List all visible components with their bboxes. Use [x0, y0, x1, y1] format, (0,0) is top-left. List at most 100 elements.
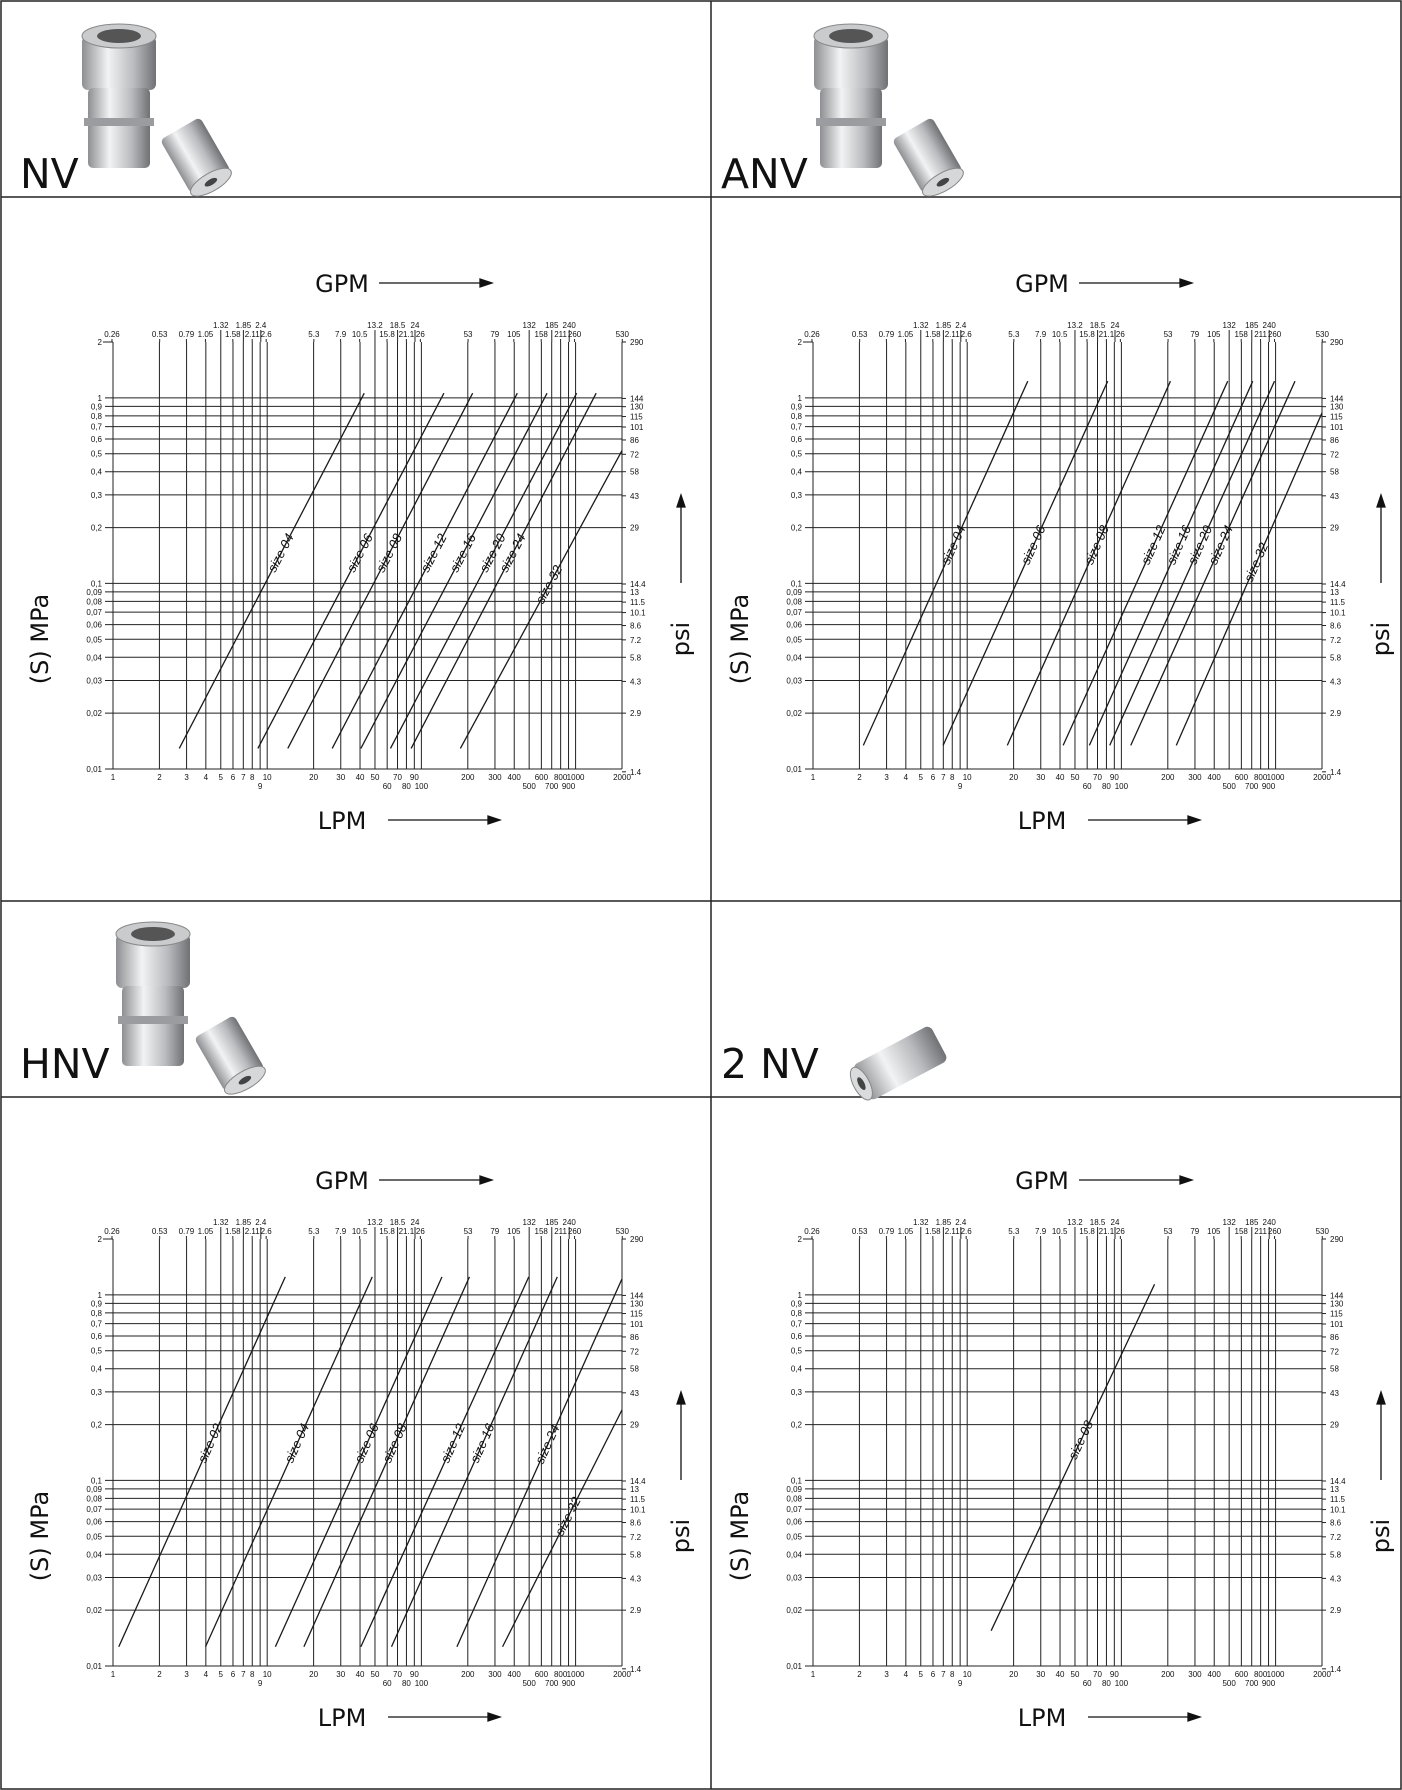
x2-tick-label: 132 — [522, 1218, 536, 1227]
x2-tick-label: 0.26 — [104, 330, 120, 339]
y-tick-label: 0,09 — [86, 1485, 102, 1494]
series-label: size 12 — [437, 1421, 468, 1465]
x-tick-label: 80 — [402, 782, 411, 791]
y-tick-label: 0,02 — [786, 709, 802, 718]
y-tick-label: 0,05 — [86, 635, 102, 644]
arrow — [1376, 1389, 1386, 1480]
x2-tick-label: 530 — [1316, 1227, 1330, 1236]
x-tick-label: 900 — [562, 782, 576, 791]
x2-tick-label: 530 — [616, 1227, 630, 1236]
x-tick-label: 70 — [393, 1670, 402, 1679]
y-tick-label: 0,02 — [86, 1606, 102, 1615]
series-label: size 08 — [373, 530, 406, 574]
x-tick-label: 6 — [231, 1670, 236, 1679]
x-tick-label: 40 — [356, 1670, 365, 1679]
x-tick-label: 30 — [1036, 1670, 1045, 1679]
product-title: 2 NV — [721, 1040, 819, 1088]
y2-tick-label: 1.4 — [1330, 1665, 1342, 1674]
x-tick-label: 300 — [1188, 1670, 1202, 1679]
x2-tick-label: 26 — [416, 1227, 425, 1236]
series-line — [118, 1276, 286, 1648]
x-tick-label: 4 — [204, 1670, 209, 1679]
y-tick-label: 0,8 — [791, 412, 803, 421]
y-tick-label: 0,06 — [786, 621, 802, 630]
x2-tick-label: 1.85 — [936, 321, 952, 330]
x2-tick-label: 185 — [545, 1218, 559, 1227]
x2-tick-label: 240 — [563, 1218, 577, 1227]
x-tick-label: 500 — [522, 782, 536, 791]
y2-tick-label: 11.5 — [1330, 1495, 1346, 1504]
y2-axis-title: psi — [667, 1519, 695, 1553]
x-axis-title: LPM — [318, 807, 367, 835]
x2-tick-label: 240 — [1263, 321, 1277, 330]
x-axis-title: LPM — [318, 1704, 367, 1732]
y-tick-label: 0,9 — [91, 1299, 103, 1308]
series-line — [456, 1278, 623, 1648]
series-label: size 04 — [938, 523, 969, 567]
x2-tick-label: 158 — [535, 330, 549, 339]
x-tick-label: 80 — [1102, 1679, 1111, 1688]
series-label: size 04 — [281, 1421, 312, 1465]
y2-tick-label: 8.6 — [1330, 622, 1342, 631]
x-tick-label: 3 — [184, 773, 189, 782]
x2-tick-label: 13.2 — [1067, 321, 1083, 330]
x-tick-label: 10 — [263, 773, 272, 782]
y-tick-label: 0,05 — [786, 1532, 802, 1541]
x-tick-label: 10 — [963, 773, 972, 782]
y-tick-label: 0,02 — [786, 1606, 802, 1615]
series-line — [942, 380, 1109, 746]
y2-tick-label: 1.4 — [1330, 768, 1342, 777]
y2-tick-label: 13 — [1330, 588, 1339, 597]
x-tick-label: 40 — [1056, 1670, 1065, 1679]
y-tick-label: 1 — [798, 1291, 803, 1300]
x-tick-label: 600 — [1235, 1670, 1249, 1679]
y2-tick-label: 8.6 — [630, 1519, 642, 1528]
y-tick-label: 0,2 — [791, 524, 803, 533]
arrow — [379, 278, 495, 288]
series-label: size 06 — [1018, 522, 1049, 566]
y-tick-label: 0,7 — [791, 1320, 803, 1329]
y-tick-label: 0,08 — [86, 597, 102, 606]
y2-tick-label: 43 — [630, 1389, 639, 1398]
arrow — [1088, 815, 1203, 825]
x-tick-label: 90 — [410, 773, 419, 782]
y-tick-label: 0,07 — [786, 1505, 802, 1514]
y2-tick-label: 101 — [1330, 1320, 1344, 1329]
x-tick-label: 700 — [545, 782, 559, 791]
x-tick-label: 8 — [950, 773, 955, 782]
y-tick-label: 0,5 — [791, 450, 803, 459]
y2-tick-label: 144 — [1330, 394, 1344, 403]
x-tick-label: 7 — [241, 773, 246, 782]
x-tick-label: 50 — [1071, 1670, 1080, 1679]
series-line — [862, 380, 1029, 746]
x-tick-label: 60 — [383, 782, 392, 791]
x2-tick-label: 1.58 — [925, 1227, 941, 1236]
x2-tick-label: 105 — [1207, 330, 1221, 339]
x-tick-label: 2 — [157, 1670, 162, 1679]
x-tick-label: 5 — [919, 773, 924, 782]
x-tick-label: 5 — [219, 1670, 224, 1679]
x2-tick-label: 1.32 — [913, 1218, 929, 1227]
series-label: size 24 — [532, 1422, 563, 1466]
x2-tick-label: 1.85 — [936, 1218, 952, 1227]
y-tick-label: 1 — [798, 394, 803, 403]
y-tick-label: 0,2 — [791, 1421, 803, 1430]
y2-tick-label: 10.1 — [1330, 1506, 1346, 1515]
x-tick-label: 700 — [1245, 1679, 1259, 1688]
y-tick-label: 0,09 — [786, 1485, 802, 1494]
y2-tick-label: 13 — [630, 1485, 639, 1494]
y2-tick-label: 43 — [1330, 1389, 1339, 1398]
x-tick-label: 600 — [535, 1670, 549, 1679]
x2-tick-label: 15.8 — [1079, 330, 1095, 339]
y2-tick-label: 86 — [1330, 436, 1339, 445]
y-tick-label: 0,7 — [91, 423, 103, 432]
y-tick-label: 0,01 — [786, 1662, 802, 1671]
series-line — [1130, 380, 1296, 746]
series-line — [331, 392, 518, 749]
series-line — [990, 1284, 1156, 1631]
x-tick-label: 900 — [1262, 1679, 1276, 1688]
x2-tick-label: 260 — [568, 330, 582, 339]
x-tick-label: 10 — [263, 1670, 272, 1679]
